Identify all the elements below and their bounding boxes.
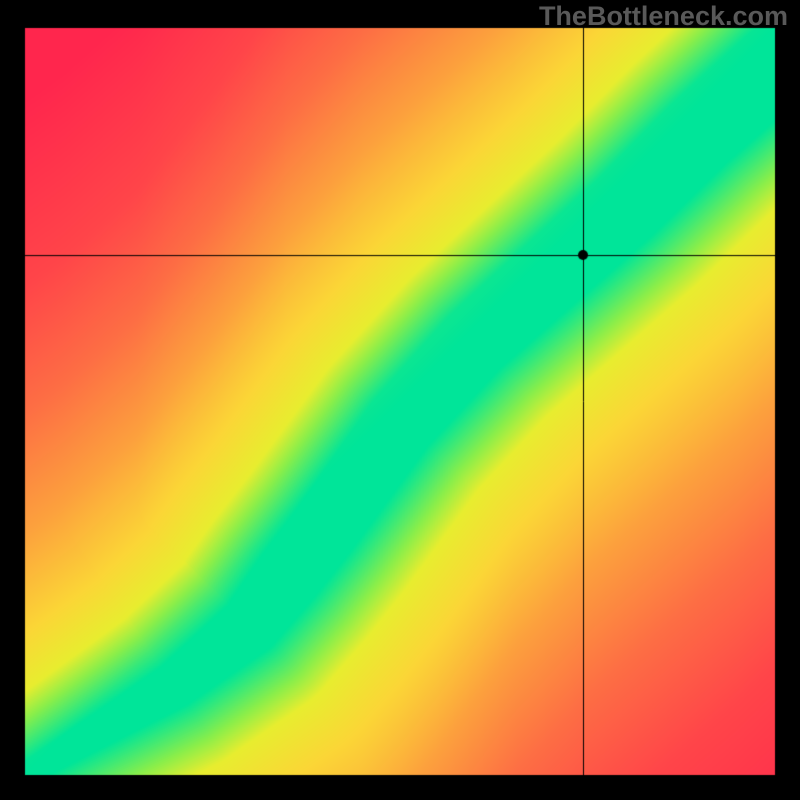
bottleneck-heatmap-container: TheBottleneck.com: [0, 0, 800, 800]
watermark-text: TheBottleneck.com: [539, 1, 788, 32]
bottleneck-heatmap: [0, 0, 800, 800]
